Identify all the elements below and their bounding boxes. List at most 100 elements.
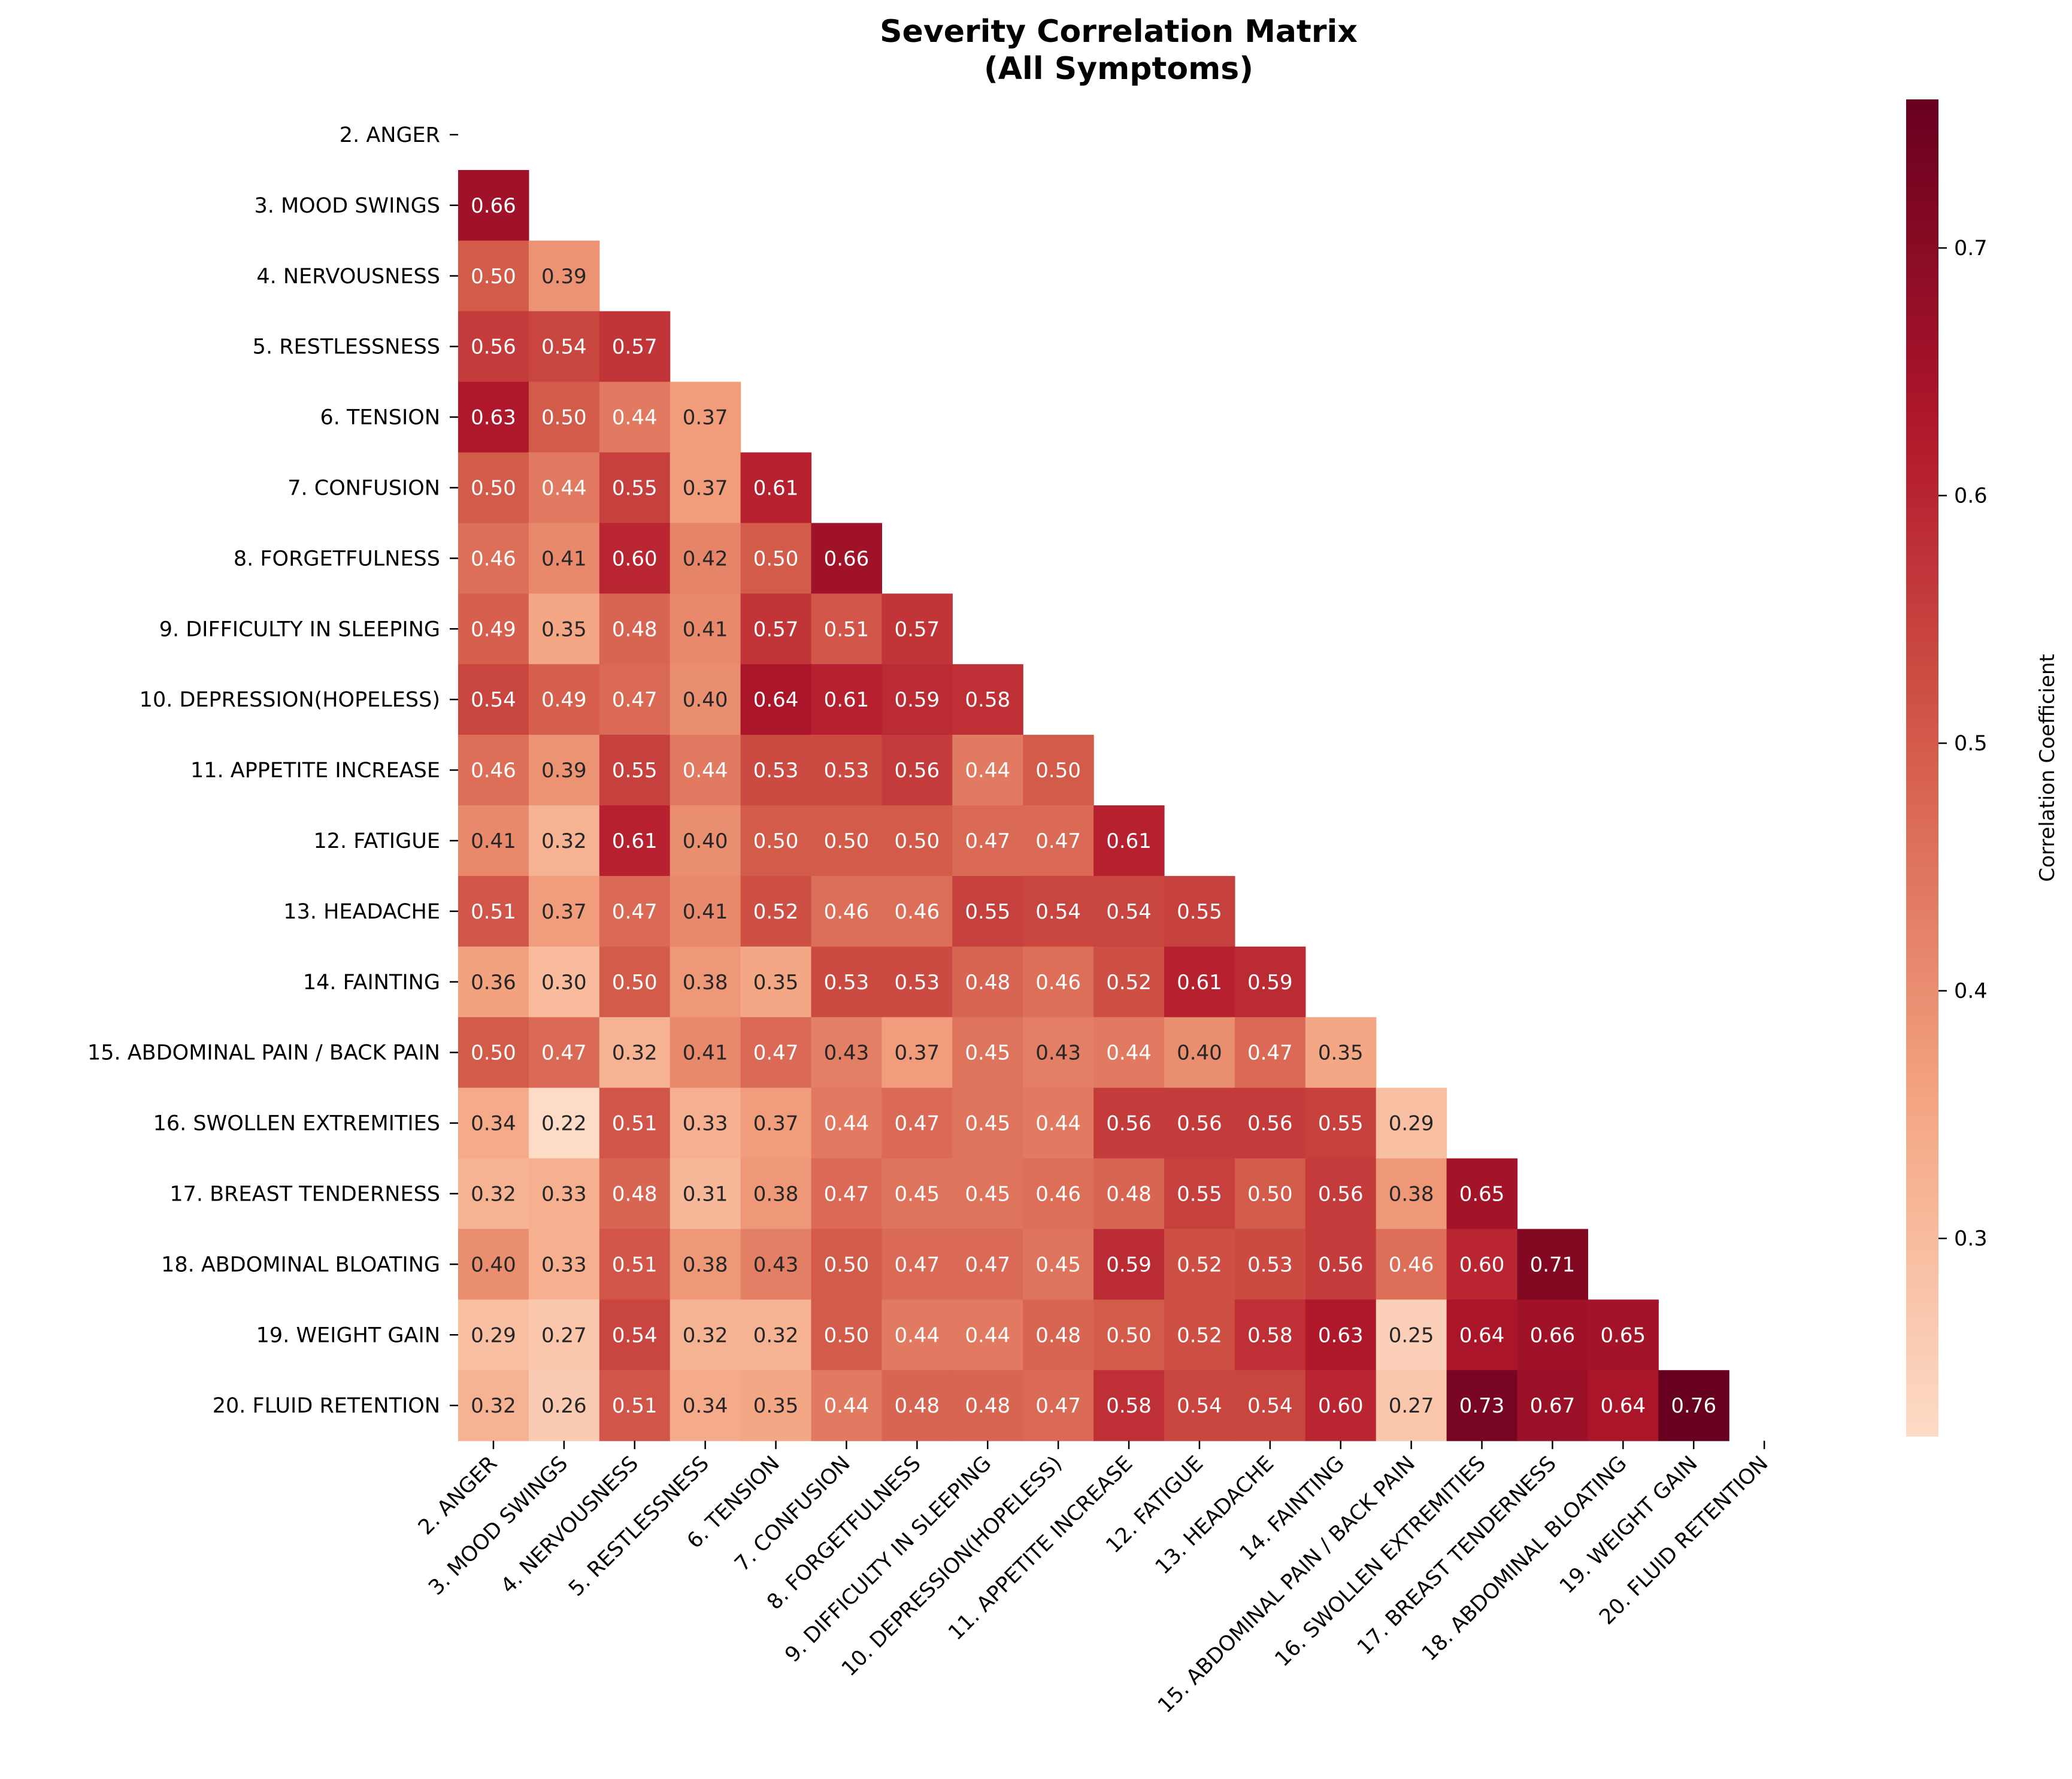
cell-value-14-5: 0.44 [824,1112,870,1136]
cell-value-11-4: 0.52 [753,900,799,924]
heatmap-cell-5-4 [740,452,812,523]
y-tick-label-4: 6. TENSION [320,406,440,430]
heatmap-cell-17-13 [1376,1299,1447,1371]
heatmap-cell-15-0 [458,1158,529,1229]
heatmap-cell-13-5 [811,1017,882,1089]
heatmap-cell-17-9 [1093,1299,1165,1371]
cell-value-16-0: 0.40 [471,1253,516,1277]
cell-value-10-6: 0.50 [894,829,940,853]
heatmap-cell-18-17 [1658,1370,1729,1441]
cell-value-8-3: 0.40 [683,688,728,712]
cell-value-17-12: 0.63 [1318,1323,1364,1347]
cell-value-8-0: 0.54 [471,688,516,712]
cell-value-13-12: 0.35 [1318,1041,1364,1065]
heatmap-cell-15-14 [1446,1158,1518,1229]
cell-value-12-1: 0.30 [541,971,587,995]
heatmap-cell-10-5 [811,805,882,877]
cell-value-11-10: 0.55 [1177,900,1222,924]
heatmap-cell-13-3 [670,1017,741,1089]
heatmap-cell-14-11 [1234,1087,1306,1159]
cell-value-14-8: 0.44 [1035,1112,1081,1136]
cell-value-14-11: 0.56 [1247,1112,1293,1136]
cell-value-16-3: 0.38 [683,1253,728,1277]
cell-value-17-4: 0.32 [753,1323,799,1347]
heatmap-cell-10-4 [740,805,812,877]
heatmap-cell-6-5 [811,523,882,594]
heatmap-cell-7-0 [458,593,529,665]
cell-value-2-0: 0.50 [471,265,516,289]
heatmap-cell-15-7 [952,1158,1023,1229]
cell-value-16-8: 0.45 [1035,1253,1081,1277]
cell-value-15-11: 0.50 [1247,1182,1293,1206]
heatmap-cell-18-8 [1023,1370,1094,1441]
cell-value-10-3: 0.40 [683,829,728,853]
cell-value-15-14: 0.65 [1459,1182,1505,1206]
y-tick-label-1: 3. MOOD SWINGS [254,194,440,218]
cell-value-8-5: 0.61 [824,688,870,712]
heatmap-cell-14-7 [952,1087,1023,1159]
heatmap-cell-11-9 [1093,875,1165,947]
heatmap-cell-15-6 [881,1158,953,1229]
heatmap-cell-13-6 [881,1017,953,1089]
heatmap-cell-14-2 [599,1087,671,1159]
cell-value-16-11: 0.53 [1247,1253,1293,1277]
heatmap-cell-8-0 [458,664,529,735]
cell-value-13-6: 0.37 [894,1041,940,1065]
heatmap-cell-6-0 [458,523,529,594]
colorbar-tick-label-4: 0.7 [1954,237,1988,260]
cell-value-15-3: 0.31 [683,1182,728,1206]
heatmap-cell-5-0 [458,452,529,523]
colorbar-tick-label-3: 0.6 [1954,484,1988,508]
heatmap-cell-6-3 [670,523,741,594]
cell-value-13-11: 0.47 [1247,1041,1293,1065]
heatmap-cell-17-16 [1588,1299,1659,1371]
heatmap-cell-15-4 [740,1158,812,1229]
cell-value-6-4: 0.50 [753,547,799,571]
heatmap-cell-12-2 [599,946,671,1018]
y-tick-label-12: 14. FAINTING [303,971,440,995]
chart-title-line-1: Severity Correlation Matrix [880,14,1358,50]
y-axis: 2. ANGER 3. MOOD SWINGS 4. NERVOUSNESS 5. R… [87,123,458,1418]
y-tick-label-3: 5. RESTLESSNESS [253,335,440,359]
cell-value-18-2: 0.51 [612,1394,658,1418]
heatmap-cell-12-7 [952,946,1023,1018]
heatmap-cell-11-5 [811,875,882,947]
heatmap-cell-10-6 [881,805,953,877]
cell-value-11-6: 0.46 [894,900,940,924]
cell-value-18-0: 0.32 [471,1394,516,1418]
x-tick-label-2: 4. NERVOUSNESS [496,1451,643,1598]
cell-value-18-7: 0.48 [965,1394,1010,1418]
cell-value-9-4: 0.53 [753,759,799,783]
cell-value-16-7: 0.47 [965,1253,1010,1277]
heatmap-cell-14-5 [811,1087,882,1159]
heatmap-cell-4-3 [670,381,741,453]
heatmap-cell-5-2 [599,452,671,523]
heatmap-cell-3-0 [458,311,529,383]
cell-value-14-2: 0.51 [612,1112,658,1136]
y-tick-label-0: 2. ANGER [340,123,440,147]
heatmap-cell-13-1 [528,1017,600,1089]
cell-value-13-8: 0.43 [1035,1041,1081,1065]
cell-value-4-0: 0.63 [471,406,516,430]
heatmap-cell-10-9 [1093,805,1165,877]
cell-value-6-2: 0.60 [612,547,658,571]
heatmap-cell-4-0 [458,381,529,453]
heatmap-cell-10-3 [670,805,741,877]
y-tick-label-16: 18. ABDOMINAL BLOATING [161,1253,440,1277]
heatmap-cell-16-11 [1234,1229,1306,1300]
heatmap-cell-4-2 [599,381,671,453]
heatmap-cell-9-5 [811,735,882,806]
heatmap-cell-16-12 [1305,1229,1377,1300]
cell-value-3-1: 0.54 [541,335,587,359]
heatmap-cell-12-10 [1164,946,1235,1018]
heatmap-cell-5-1 [528,452,600,523]
cell-value-12-8: 0.46 [1035,971,1081,995]
heatmap-cell-16-8 [1023,1229,1094,1300]
cell-value-17-14: 0.64 [1459,1323,1505,1347]
heatmap-cell-17-12 [1305,1299,1377,1371]
cell-value-18-17: 0.76 [1671,1394,1716,1418]
heatmap-cell-15-8 [1023,1158,1094,1229]
cell-value-9-3: 0.44 [683,759,728,783]
